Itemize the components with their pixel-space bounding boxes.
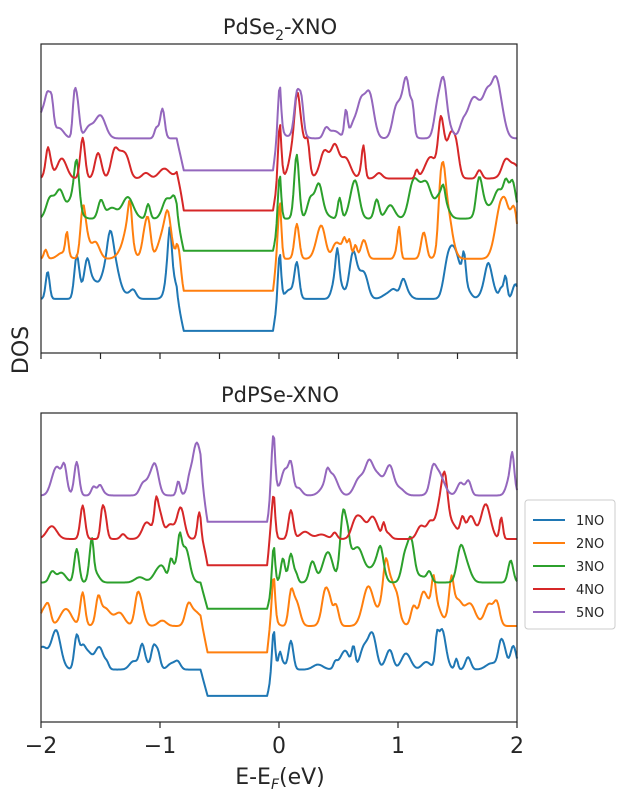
x-tick-label: 2 [510,734,524,759]
legend: 1NO 2NO 3NO 4NO 5NO [524,499,616,630]
series-line-1NO [40,628,518,697]
series-line-3NO [41,508,518,610]
series-line-2NO [40,557,517,654]
series-line-3NO [40,153,518,252]
legend-box [524,499,616,630]
legend-label-5NO: 5NO [576,606,604,621]
bottom-panel-title: PdPSe-XNO [221,383,339,407]
series-line-1NO [40,226,518,332]
top-panel-x-ticks [40,353,518,359]
bottom-panel-x-ticks: −2 −1 0 1 2 [25,722,524,759]
x-tick-label: 1 [391,734,405,759]
x-tick-label: −1 [144,734,176,759]
legend-label-2NO: 2NO [576,537,604,552]
series-line-5NO [40,435,518,523]
y-axis-label: DOS [9,326,34,374]
series-line-4NO [40,91,518,212]
x-tick-label: 0 [272,734,286,759]
x-axis-label: E-EF(eV) [235,765,325,791]
bottom-panel-plot [40,435,518,697]
series-line-4NO [40,470,517,567]
legend-label-1NO: 1NO [576,514,604,529]
legend-label-3NO: 3NO [576,560,604,575]
top-panel-title: PdSe2-XNO [223,15,337,44]
series-line-5NO [40,75,518,172]
x-tick-label: −2 [25,734,57,759]
bottom-panel-frame [40,412,518,723]
legend-label-4NO: 4NO [576,583,604,598]
top-panel-plot [40,75,518,332]
series-line-2NO [40,160,518,292]
